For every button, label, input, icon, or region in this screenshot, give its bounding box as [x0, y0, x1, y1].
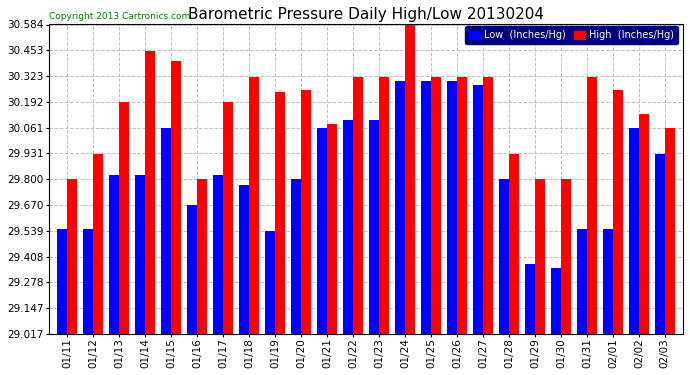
Bar: [317, 128, 327, 334]
Bar: [67, 179, 77, 334]
Bar: [525, 264, 535, 334]
Title: Barometric Pressure Daily High/Low 20130204: Barometric Pressure Daily High/Low 20130…: [188, 7, 544, 22]
Bar: [655, 154, 665, 334]
Legend: Low  (Inches/Hg), High  (Inches/Hg): Low (Inches/Hg), High (Inches/Hg): [465, 26, 678, 44]
Bar: [551, 268, 561, 334]
Bar: [265, 231, 275, 334]
Bar: [535, 179, 545, 334]
Bar: [171, 61, 181, 334]
Bar: [379, 76, 389, 334]
Bar: [109, 176, 119, 334]
Bar: [473, 84, 483, 334]
Bar: [499, 179, 509, 334]
Bar: [197, 179, 207, 334]
Bar: [457, 76, 467, 334]
Bar: [665, 128, 675, 334]
Bar: [421, 81, 431, 334]
Bar: [145, 51, 155, 334]
Bar: [509, 154, 519, 334]
Bar: [213, 176, 223, 334]
Bar: [93, 154, 103, 334]
Bar: [291, 179, 301, 334]
Bar: [275, 93, 285, 334]
Bar: [83, 229, 93, 334]
Bar: [343, 120, 353, 334]
Bar: [223, 102, 233, 334]
Bar: [639, 114, 649, 334]
Bar: [327, 124, 337, 334]
Bar: [405, 25, 415, 334]
Bar: [603, 229, 613, 334]
Text: Copyright 2013 Cartronics.com: Copyright 2013 Cartronics.com: [49, 12, 190, 21]
Bar: [249, 76, 259, 334]
Bar: [119, 102, 129, 334]
Bar: [57, 229, 67, 334]
Bar: [629, 128, 639, 334]
Bar: [613, 90, 623, 334]
Bar: [577, 229, 587, 334]
Bar: [447, 81, 457, 334]
Bar: [587, 76, 597, 334]
Bar: [369, 120, 379, 334]
Bar: [301, 90, 311, 334]
Bar: [239, 185, 249, 334]
Bar: [431, 76, 441, 334]
Bar: [353, 76, 363, 334]
Bar: [161, 128, 171, 334]
Bar: [395, 81, 405, 334]
Bar: [483, 76, 493, 334]
Bar: [187, 205, 197, 334]
Bar: [135, 176, 145, 334]
Bar: [561, 179, 571, 334]
